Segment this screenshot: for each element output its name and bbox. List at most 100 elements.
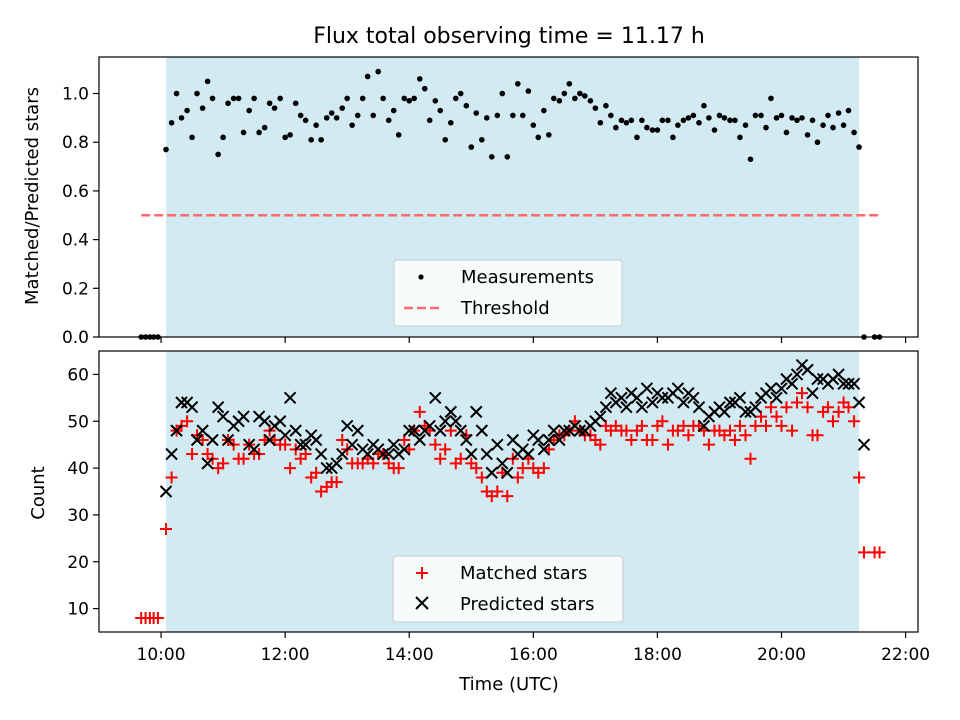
measurements-point [349, 122, 355, 128]
measurements-point [644, 124, 650, 131]
measurements-point [479, 136, 485, 143]
predicted-stars-point [309, 433, 323, 447]
ratio-ytick-label: 0.2 [62, 279, 89, 299]
measurements-point [835, 110, 842, 116]
measurements-point [737, 134, 743, 141]
predicted-stars-point [615, 391, 628, 405]
predicted-stars-point [376, 447, 390, 461]
predicted-stars-point [387, 438, 400, 451]
measurements-point [711, 127, 718, 133]
predicted-stars-point [718, 405, 731, 419]
matched-stars-point [310, 466, 323, 479]
measurements-point [437, 107, 444, 114]
measurements-point [530, 122, 537, 128]
matched-stars-point [853, 471, 866, 484]
predicted-stars-point [832, 368, 845, 381]
measurements-point [825, 112, 831, 119]
measurements-point [566, 80, 573, 87]
predicted-stars-point [201, 457, 214, 470]
predicted-stars-point [206, 433, 219, 447]
matched-stars-point [165, 471, 178, 484]
measurements-point [194, 90, 200, 97]
measurements-point [256, 129, 262, 136]
ratio-y-axis-label: Matched/Predicted stars [22, 87, 43, 305]
matched-stars-point [702, 438, 715, 451]
ratio-y-ticks: 0.0 0.2 0.4 0.6 0.8 1.0 [62, 85, 99, 348]
matched-stars-point [330, 476, 343, 489]
measurements-point [225, 100, 231, 107]
matched-stars-point [635, 419, 648, 432]
matched-stars-point [625, 433, 638, 446]
measurements-point [457, 90, 464, 97]
measurements-point [333, 115, 340, 121]
measurements-point [654, 127, 661, 133]
predicted-stars-point [558, 424, 571, 437]
predicted-stars-point [480, 447, 493, 461]
matched-stars-point [832, 405, 845, 418]
matched-stars-point [786, 424, 799, 437]
predicted-stars-point [775, 382, 788, 395]
measurements-point [364, 73, 371, 80]
predicted-stars-point [283, 391, 297, 405]
predicted-stars-point [465, 447, 478, 461]
counts-marks [135, 358, 886, 624]
matched-stars-point [454, 452, 467, 465]
matched-stars-point [775, 419, 788, 432]
predicted-stars-point [361, 447, 374, 461]
measurements-point [426, 117, 433, 124]
measurements-point [406, 98, 413, 104]
predicted-stars-point [273, 415, 287, 428]
measurements-point [675, 122, 681, 128]
predicted-stars-point [221, 433, 235, 447]
predicted-stars-point [336, 447, 349, 461]
measurements-point [328, 110, 335, 116]
matched-stars-point [873, 546, 886, 559]
predicted-stars-point [640, 382, 654, 395]
ratio-ytick-label: 0.0 [62, 328, 89, 348]
measurements-point [204, 78, 211, 85]
measurements-point [375, 68, 382, 75]
predicted-stars-point [382, 447, 395, 461]
measurements-point [556, 98, 563, 104]
predicted-stars-point [216, 410, 230, 423]
legend-predicted-label: Predicted stars [460, 594, 594, 615]
measurements-point [597, 119, 604, 126]
measurements-point [721, 115, 728, 121]
predicted-stars-point [553, 433, 566, 447]
measurements-point [747, 156, 754, 163]
predicted-stars-point [646, 396, 659, 409]
counts-legend: Matched stars Predicted stars [392, 555, 624, 623]
matched-stars-point [392, 462, 405, 475]
predicted-stars-point [175, 396, 188, 409]
measurements-point [649, 127, 656, 133]
xtick-label: 18:00 [633, 645, 682, 665]
predicted-stars-point [522, 447, 535, 461]
predicted-stars-point [733, 391, 747, 405]
measurements-point [297, 112, 304, 119]
measurements-point [799, 115, 805, 121]
matched-stars-point [160, 522, 173, 535]
matched-stars-point [656, 415, 669, 428]
ratio-panel: 0.0 0.2 0.4 0.6 0.8 1.0 Matched/Predicted sta… [22, 56, 919, 348]
matched-stars-point [237, 452, 250, 465]
measurements-point [473, 110, 480, 116]
measurements-point [395, 132, 402, 138]
predicted-stars-point [723, 396, 737, 409]
measurements-point [447, 119, 454, 126]
predicted-stars-point [165, 447, 178, 461]
matched-stars-point [682, 429, 695, 442]
measurements-point [411, 95, 417, 102]
matched-stars-point [181, 415, 194, 428]
measurements-point [246, 107, 252, 114]
measurements-point [587, 98, 594, 104]
measurements-point [680, 117, 687, 124]
matched-stars-point [491, 485, 504, 498]
predicted-stars-point [547, 424, 561, 437]
measurements-point [344, 95, 350, 102]
measurements-point [308, 136, 314, 143]
matched-stars-point [439, 443, 452, 456]
measurements-point [277, 95, 283, 102]
measurements-point [618, 117, 625, 124]
measurements-point [323, 115, 330, 121]
matched-stars-point [728, 433, 741, 446]
